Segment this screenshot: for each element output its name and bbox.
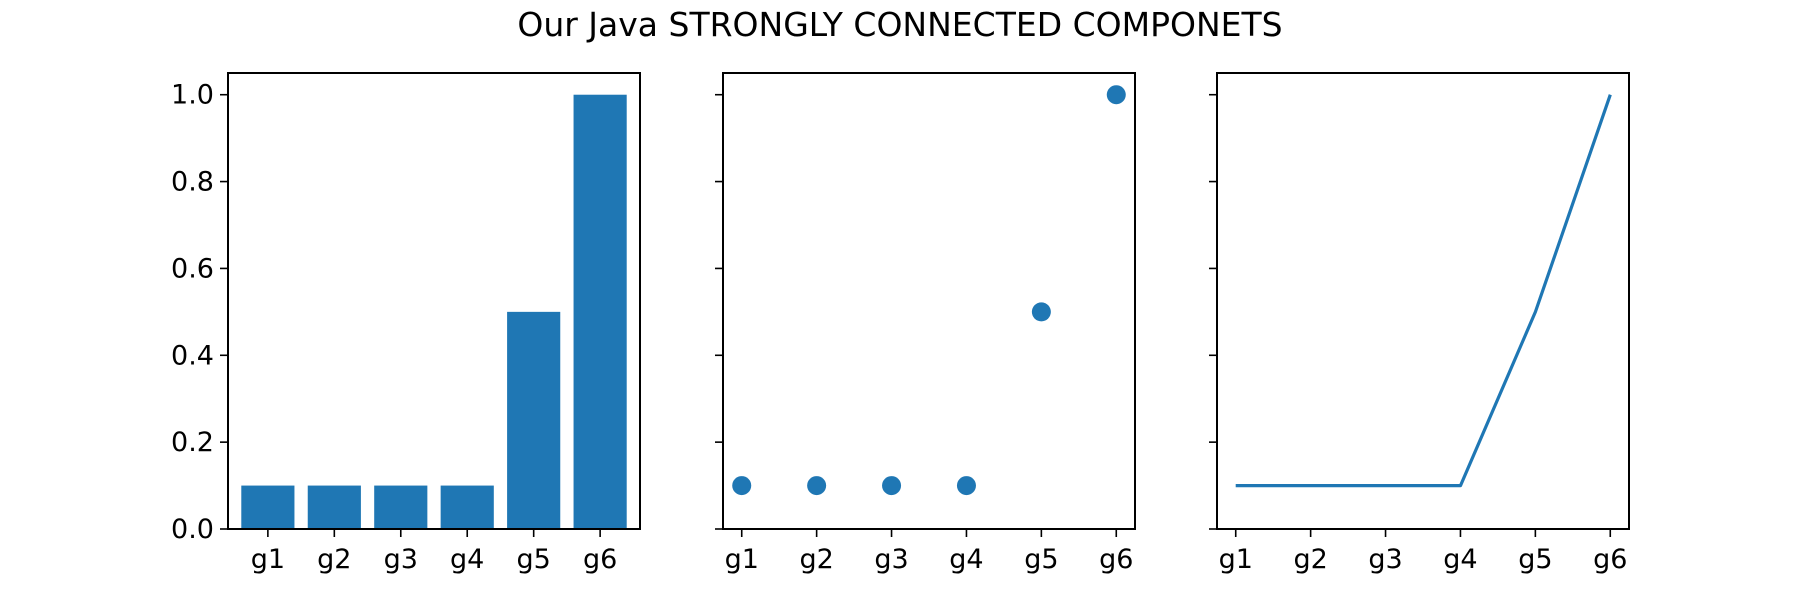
y-tick-label: 0.4 [171, 340, 214, 371]
axes-frame [227, 72, 641, 530]
x-tick-label: g1 [725, 544, 759, 575]
series-line [1235, 94, 1612, 488]
point-g1 [732, 476, 752, 496]
y-tick-label: 0.0 [171, 514, 214, 545]
point-g4 [956, 476, 976, 496]
x-tick-label: g2 [799, 544, 833, 575]
bar-g3 [374, 485, 428, 529]
bar-g4 [440, 485, 494, 529]
point-g2 [807, 476, 827, 496]
point-g3 [882, 476, 902, 496]
x-tick-label: g2 [317, 544, 351, 575]
x-tick-label: g5 [1518, 544, 1552, 575]
y-tick-label: 1.0 [171, 80, 214, 111]
x-tick-label: g1 [1219, 544, 1253, 575]
x-tick-label: g3 [384, 544, 418, 575]
subplot-scatter: g1 g2 g3 g4 g5 g6 [715, 72, 1136, 575]
x-tick-label: g1 [251, 544, 285, 575]
x-tick-label: g5 [517, 544, 551, 575]
figure-title: Our Java STRONGLY CONNECTED COMPONETS [517, 5, 1282, 44]
bar-g2 [307, 485, 361, 529]
subplot-line: g1 g2 g3 g4 g5 g6 [1209, 72, 1630, 575]
x-tick-label: g3 [874, 544, 908, 575]
y-tick-label: 0.6 [171, 253, 214, 284]
bar-g6 [573, 94, 627, 529]
subplot-bar: 0.0 0.2 0.4 0.6 0.8 1.0 g1 g2 g3 g4 g5 g6 [171, 72, 641, 575]
x-tick-label: g6 [1593, 544, 1627, 575]
y-tick-label: 0.2 [171, 427, 214, 458]
x-tick-label: g4 [450, 544, 484, 575]
point-g6 [1106, 85, 1126, 105]
subplot-panels: 0.0 0.2 0.4 0.6 0.8 1.0 g1 g2 g3 g4 g5 g6 g1 g2 g3 g4 g5… [171, 72, 1630, 575]
x-tick-label: g2 [1293, 544, 1327, 575]
y-tick-label: 0.8 [171, 167, 214, 198]
x-tick-label: g5 [1024, 544, 1058, 575]
bar-g5 [507, 311, 561, 529]
x-tick-label: g6 [583, 544, 617, 575]
x-tick-label: g3 [1368, 544, 1402, 575]
point-g5 [1031, 302, 1051, 322]
x-tick-label: g4 [1443, 544, 1477, 575]
x-tick-label: g4 [949, 544, 983, 575]
x-tick-label: g6 [1099, 544, 1133, 575]
axes-frame [1216, 72, 1630, 530]
bar-g1 [241, 485, 295, 529]
axes-frame [722, 72, 1136, 530]
